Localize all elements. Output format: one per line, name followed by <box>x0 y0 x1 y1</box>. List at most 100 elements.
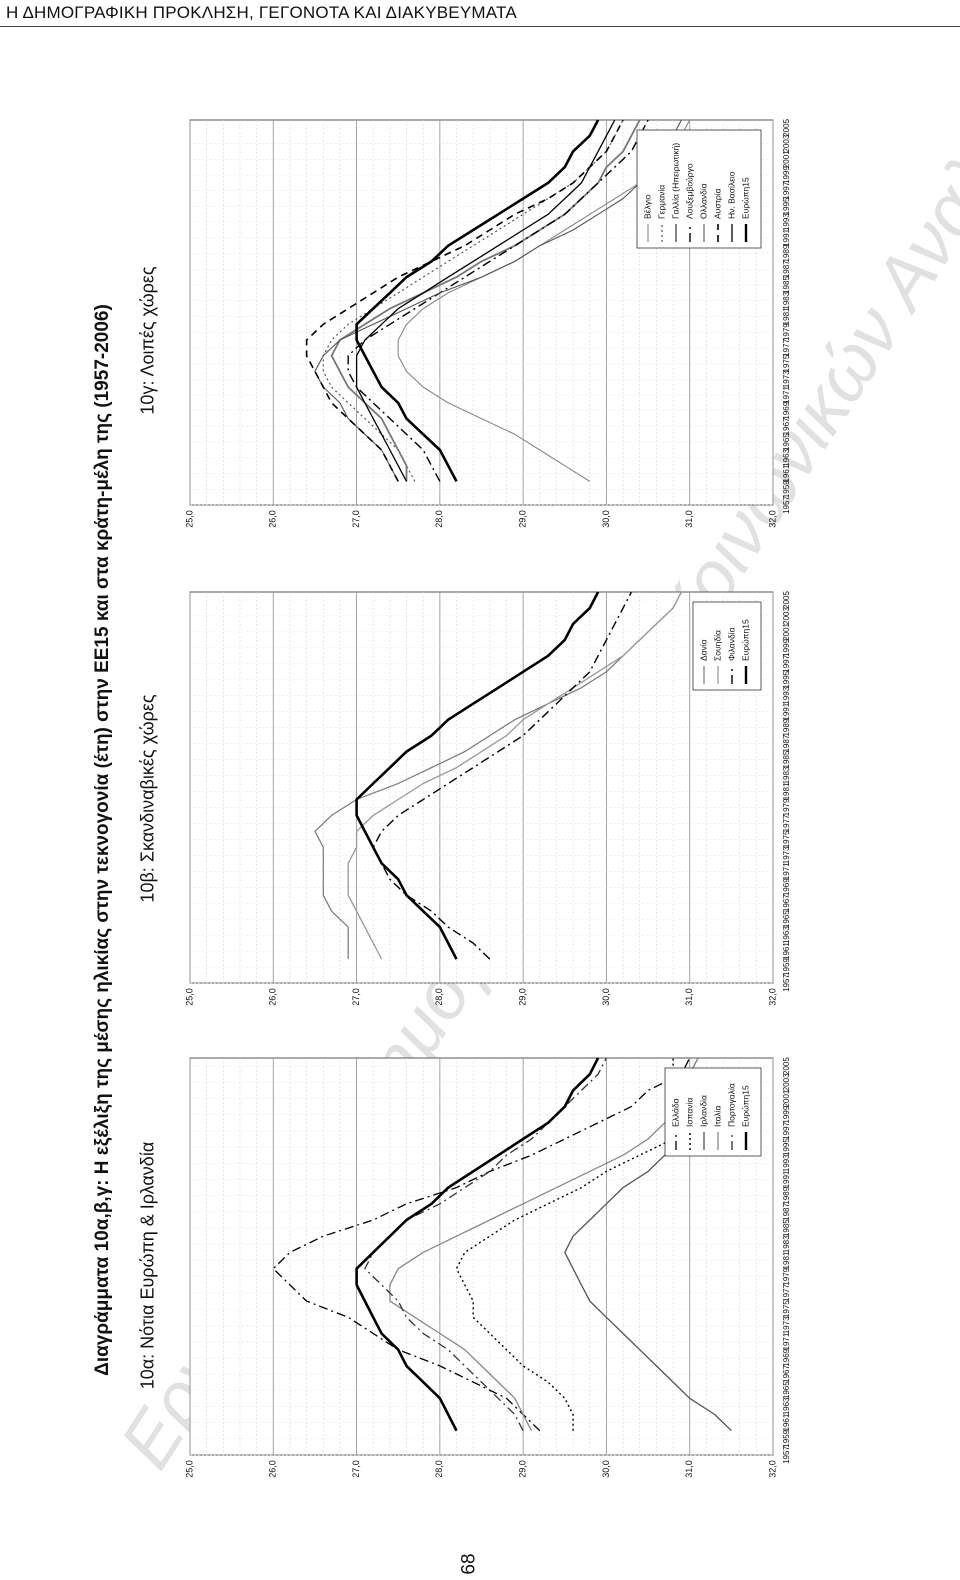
value-tick-label: 27,0 <box>351 988 361 1006</box>
year-tick-label: 1961 <box>782 942 791 960</box>
year-tick-label: 1965 <box>782 910 791 928</box>
legend-label: Ισπανία <box>684 1098 694 1127</box>
year-tick-label: 2005 <box>782 118 791 136</box>
value-tick-label: 32,0 <box>767 1460 777 1478</box>
year-tick-label: 1957 <box>782 496 791 514</box>
series-line <box>355 591 600 960</box>
value-tick-label: 30,0 <box>601 510 611 528</box>
year-tick-label: 1969 <box>782 1348 791 1366</box>
year-tick-label: 1967 <box>782 417 791 435</box>
year-tick-label: 2001 <box>782 622 791 640</box>
legend-label: Ευρώπη15 <box>740 177 750 219</box>
year-tick-label: 1969 <box>782 878 791 896</box>
value-tick-label: 25,0 <box>184 988 194 1006</box>
year-tick-label: 1975 <box>782 830 791 848</box>
value-tick-label: 28,0 <box>434 1460 444 1478</box>
year-tick-label: 1993 <box>782 213 791 231</box>
year-tick-label: 1981 <box>782 782 791 800</box>
year-tick-label: 1991 <box>782 228 791 246</box>
legend: Βέλγιο Γερμανία Γαλλία (Ηπειρωτική) Λουξεμβ… <box>636 129 762 249</box>
year-tick-label: 1995 <box>782 1138 791 1156</box>
year-tick-label: 2003 <box>782 134 791 152</box>
value-tick-label: 28,0 <box>434 510 444 528</box>
value-tick-label: 26,0 <box>268 988 278 1006</box>
legend-label: Δανία <box>698 639 708 661</box>
series-line <box>272 1057 691 1432</box>
year-tick-label: 2003 <box>782 606 791 624</box>
legend-label: Βέλγιο <box>642 194 652 219</box>
series-line <box>347 119 649 482</box>
year-tick-label: 1979 <box>782 798 791 816</box>
year-tick-label: 1979 <box>782 323 791 341</box>
value-tick-label: 26,0 <box>268 510 278 528</box>
year-tick-label: 1965 <box>782 433 791 451</box>
chart-10b: 32,0 31,0 30,0 29,0 28,0 27,0 26,0 25,0 19571959… <box>184 591 791 1006</box>
value-tick-label: 30,0 <box>601 1460 611 1478</box>
value-tick-label: 25,0 <box>184 1460 194 1478</box>
legend-label: Ιταλία <box>712 1105 722 1127</box>
series-line <box>347 591 682 960</box>
year-tick-label: 1961 <box>782 1413 791 1431</box>
series-line <box>355 119 616 482</box>
year-tick-label: 1973 <box>782 1316 791 1334</box>
legend-label: Ελλάδα <box>670 1098 680 1127</box>
legend-label: Ιρλανδία <box>698 1095 708 1127</box>
value-tick-label: 26,0 <box>268 1460 278 1478</box>
series-line <box>322 119 624 482</box>
year-tick-label: 1977 <box>782 338 791 356</box>
value-tick-label: 31,0 <box>684 1460 694 1478</box>
year-tick-label: 1989 <box>782 1186 791 1204</box>
year-tick-label: 1983 <box>782 766 791 784</box>
value-tick-label: 32,0 <box>767 988 777 1006</box>
year-tick-label: 1965 <box>782 1381 791 1399</box>
value-tick-label: 27,0 <box>351 510 361 528</box>
year-tick-label: 1985 <box>782 1219 791 1237</box>
year-tick-label: 1975 <box>782 1300 791 1318</box>
legend-label: Σουηδία <box>712 630 722 661</box>
legend-label: Λουξεμβούργο <box>684 163 694 219</box>
year-tick-label: 1957 <box>782 1446 791 1464</box>
legend-label: Ολλανδία <box>698 183 708 219</box>
value-tick-label: 31,0 <box>684 510 694 528</box>
year-tick-label: 1961 <box>782 464 791 482</box>
series-line <box>305 119 624 482</box>
year-tick-label: 1985 <box>782 750 791 768</box>
value-tick-label: 29,0 <box>518 988 528 1006</box>
year-tick-label: 2001 <box>782 1089 791 1107</box>
year-tick-label: 1987 <box>782 1202 791 1220</box>
series-line <box>355 119 600 483</box>
legend-label: Ευρώπη15 <box>740 619 750 661</box>
year-tick-label: 1989 <box>782 718 791 736</box>
legend-label: Αυστρία <box>712 188 722 219</box>
value-tick-label: 29,0 <box>518 510 528 528</box>
chart-10c: 32,0 31,0 30,0 29,0 28,0 27,0 26,0 25,0 19571959… <box>184 118 791 527</box>
year-tick-label: 1997 <box>782 654 791 672</box>
legend-label: Ην. Βασίλειο <box>726 171 736 219</box>
year-tick-label: 1993 <box>782 1154 791 1172</box>
year-tick-label: 1983 <box>782 291 791 309</box>
year-tick-label: 1995 <box>782 670 791 688</box>
year-tick-label: 1963 <box>782 926 791 944</box>
year-tick-label: 1957 <box>782 974 791 992</box>
legend-box <box>636 129 762 249</box>
legend-label: Φιλανδία <box>726 627 736 661</box>
series-line <box>355 1057 600 1432</box>
value-tick-label: 28,0 <box>434 988 444 1006</box>
value-tick-label: 32,0 <box>767 510 777 528</box>
year-tick-label: 1989 <box>782 244 791 262</box>
year-tick-label: 2005 <box>782 591 791 609</box>
year-tick-label: 1991 <box>782 1170 791 1188</box>
year-tick-label: 1963 <box>782 448 791 466</box>
year-tick-label: 1971 <box>782 862 791 880</box>
year-tick-label: 1993 <box>782 686 791 704</box>
year-tick-label: 1997 <box>782 181 791 199</box>
year-tick-label: 1983 <box>782 1235 791 1253</box>
year-tick-label: 1977 <box>782 814 791 832</box>
year-tick-label: 1985 <box>782 276 791 294</box>
series-line <box>330 119 641 482</box>
year-tick-label: 1991 <box>782 702 791 720</box>
legend: Ελλάδα Ισπανία Ιρλανδία Ιταλία Πορτογαλία Ευρ… <box>664 1067 762 1157</box>
legend-label: Γαλλία (Ηπειρωτική) <box>670 143 680 219</box>
year-tick-label: 1999 <box>782 1105 791 1123</box>
